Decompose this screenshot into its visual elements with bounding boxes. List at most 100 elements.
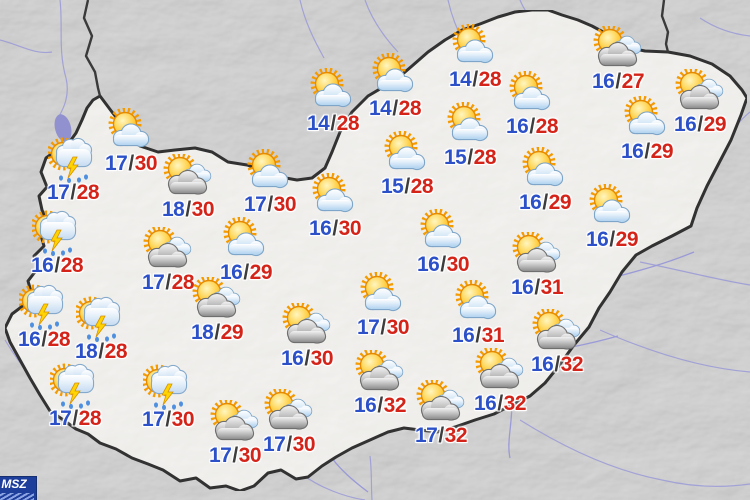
min-temperature: 17 — [262, 433, 286, 456]
weather-station: 16/28 — [12, 210, 102, 276]
max-temperature: 28 — [104, 340, 128, 363]
max-temperature: 30 — [310, 347, 334, 370]
weather-station: 17/30 — [190, 400, 280, 466]
partly-cloudy-icon — [358, 272, 408, 318]
mostly-cloudy-icon — [512, 232, 562, 278]
mostly-cloudy-icon — [355, 350, 405, 396]
min-temperature: 18 — [161, 198, 185, 221]
max-temperature: 28 — [47, 328, 71, 351]
partly-cloudy-icon — [382, 131, 432, 177]
min-temperature: 14 — [448, 68, 472, 91]
min-temperature: 17 — [208, 444, 232, 467]
weather-station: 17/30 — [244, 389, 334, 455]
weather-station: 18/29 — [172, 277, 262, 343]
temperature-label: 15/28 — [425, 146, 515, 169]
temperature-label: 16/29 — [602, 140, 692, 163]
weather-station: 17/32 — [396, 380, 486, 446]
weather-station: 14/28 — [430, 24, 520, 90]
border-slovakia-ukraine — [660, 0, 670, 53]
mostly-cloudy-icon — [143, 227, 193, 273]
temperature-label: 16/32 — [455, 393, 545, 414]
max-temperature: 28 — [410, 175, 434, 198]
min-temperature: 17 — [141, 408, 165, 431]
max-temperature: 29 — [615, 228, 639, 251]
temperature-separator: / — [232, 444, 238, 467]
min-temperature: 14 — [306, 112, 330, 135]
max-temperature: 30 — [292, 433, 316, 456]
temperature-separator: / — [267, 193, 273, 216]
mostly-cloudy-icon — [475, 348, 525, 394]
partly-cloudy-icon — [310, 173, 360, 219]
temperature-label: 18/29 — [172, 321, 262, 344]
min-temperature: 16 — [585, 228, 609, 251]
max-temperature: 28 — [398, 97, 422, 120]
temperature-separator: / — [243, 261, 249, 284]
mostly-cloudy-icon — [675, 69, 725, 115]
min-temperature: 16 — [673, 113, 697, 136]
max-temperature: 28 — [473, 146, 497, 169]
max-temperature: 29 — [650, 140, 674, 163]
partly-cloudy-icon — [245, 149, 295, 195]
lake-ferto — [54, 114, 72, 142]
weather-station: 14/28 — [288, 68, 378, 134]
max-temperature: 30 — [446, 253, 470, 276]
omsz-logo-wave — [0, 493, 34, 500]
temperature-label: 16/28 — [0, 328, 89, 351]
temperature-label: 17/32 — [396, 424, 486, 447]
temperature-label: 16/30 — [398, 253, 488, 276]
temperature-separator: / — [392, 97, 398, 120]
weather-station: 17/30 — [123, 364, 213, 430]
temperature-separator: / — [214, 321, 220, 344]
weather-station: 16/29 — [500, 147, 590, 213]
weather-station: 16/30 — [290, 173, 380, 239]
temperature-separator: / — [41, 328, 47, 351]
weather-station: 16/30 — [262, 303, 352, 369]
temperature-separator: / — [697, 113, 703, 136]
temperature-label: 17/28 — [30, 407, 120, 430]
min-temperature: 17 — [48, 407, 72, 430]
max-temperature: 30 — [273, 193, 297, 216]
neighbour-borders — [82, 0, 670, 97]
max-temperature: 30 — [386, 316, 410, 339]
temperature-label: 17/30 — [338, 316, 428, 339]
temperature-label: 16/32 — [512, 353, 602, 376]
partly-cloudy-icon — [418, 209, 468, 255]
thunderstorm-icon — [50, 363, 100, 409]
temperature-separator: / — [286, 433, 292, 456]
max-temperature: 29 — [220, 321, 244, 344]
max-temperature: 29 — [703, 113, 727, 136]
weather-station: 16/29 — [201, 217, 291, 283]
omsz-logo-text: MSZ — [1, 477, 27, 491]
max-temperature: 28 — [535, 115, 559, 138]
max-temperature: 30 — [191, 198, 215, 221]
temperature-separator: / — [98, 340, 104, 363]
max-temperature: 32 — [444, 424, 468, 447]
weather-station: 18/30 — [143, 154, 233, 220]
weather-station: 16/29 — [602, 96, 692, 162]
weather-station: 16/31 — [433, 280, 523, 346]
weather-station: 17/30 — [86, 108, 176, 174]
temperature-separator: / — [165, 408, 171, 431]
partly-cloudy-icon — [507, 71, 557, 117]
min-temperature: 17 — [141, 271, 165, 294]
max-temperature: 32 — [560, 353, 584, 376]
weather-station: 18/28 — [56, 296, 146, 362]
max-temperature: 30 — [134, 152, 158, 175]
temperature-label: 15/28 — [362, 175, 452, 198]
weather-station: 16/32 — [455, 348, 545, 414]
min-temperature: 17 — [356, 316, 380, 339]
temperature-separator: / — [70, 181, 76, 204]
weather-station: 16/32 — [512, 309, 602, 375]
weather-station: 17/28 — [123, 227, 213, 293]
temperature-separator: / — [615, 70, 621, 93]
omsz-logo: MSZ — [0, 476, 37, 500]
mostly-cloudy-icon — [532, 309, 582, 355]
max-temperature: 30 — [171, 408, 195, 431]
thunderstorm-icon — [32, 210, 82, 256]
temperature-label: 16/31 — [492, 277, 582, 298]
temperature-label: 18/28 — [56, 340, 146, 363]
weather-station: 17/30 — [338, 272, 428, 338]
temperature-label: 17/30 — [244, 433, 334, 456]
